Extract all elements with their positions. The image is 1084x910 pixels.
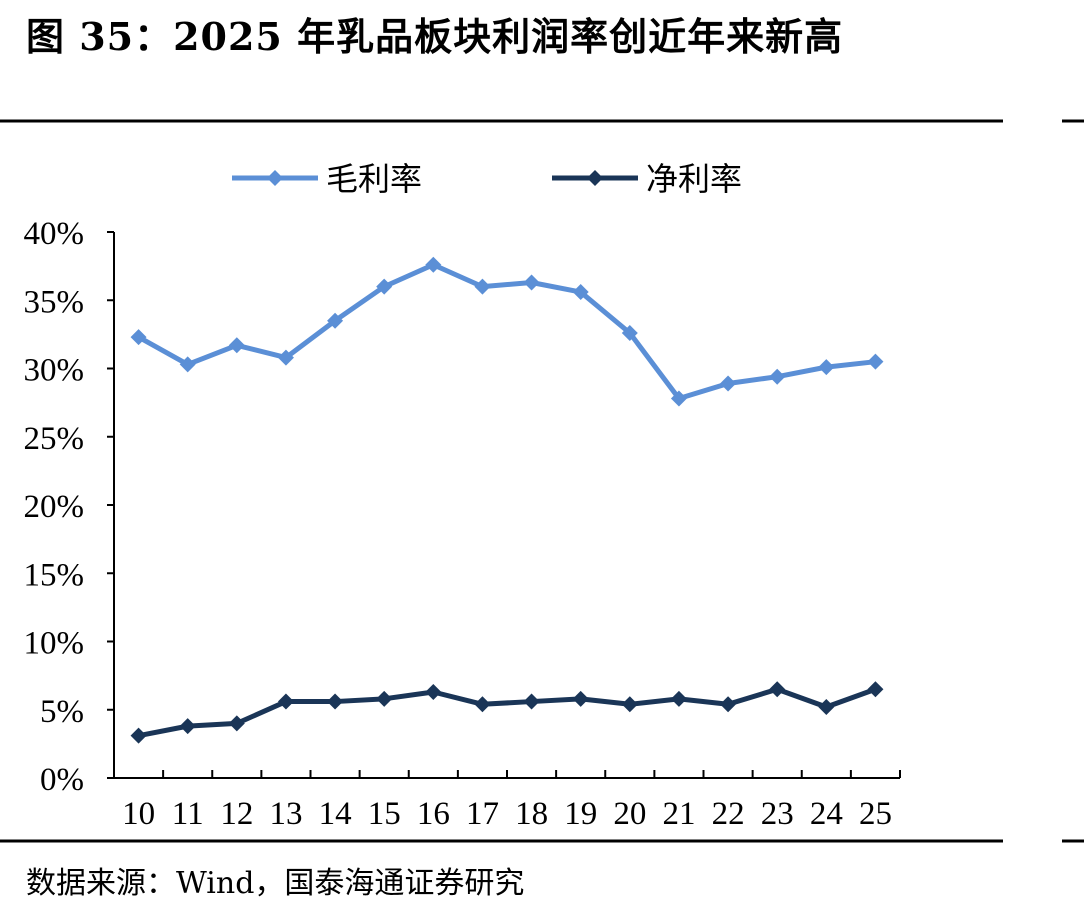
data-point <box>376 278 393 295</box>
x-tick-label: 16 <box>417 796 450 832</box>
series-line <box>138 686 877 739</box>
data-point <box>179 718 196 735</box>
y-tick-label: 15% <box>24 557 85 593</box>
x-tick-label: 22 <box>712 796 745 832</box>
x-tick-label: 14 <box>319 796 352 832</box>
data-point <box>277 349 294 366</box>
figure-source: 数据来源：Wind，国泰海通证券研究 <box>26 866 525 901</box>
y-tick-label: 40% <box>24 216 85 252</box>
legend-label-gross-margin: 毛利率 <box>326 160 422 198</box>
data-point <box>621 325 638 342</box>
x-tick-label: 12 <box>220 796 253 832</box>
data-point <box>867 681 884 698</box>
x-tick-label: 25 <box>859 796 892 832</box>
y-tick-label: 30% <box>24 353 85 389</box>
data-point <box>523 693 540 710</box>
y-tick-label: 10% <box>24 626 85 662</box>
x-tick-label: 11 <box>172 796 204 832</box>
data-point <box>523 274 540 291</box>
data-point <box>474 696 491 713</box>
x-tick-label: 21 <box>662 796 695 832</box>
x-tick-label: 23 <box>761 796 794 832</box>
data-point <box>572 690 589 707</box>
data-point <box>818 359 835 376</box>
series-layer <box>130 256 884 744</box>
x-tick-label: 10 <box>122 796 155 832</box>
x-tick-label: 20 <box>613 796 646 832</box>
data-point <box>818 699 835 716</box>
x-tick-label: 17 <box>466 796 499 832</box>
data-point <box>425 256 442 273</box>
x-tick-label: 18 <box>515 796 548 832</box>
data-point <box>228 715 245 732</box>
x-tick-label: 24 <box>810 796 843 832</box>
data-point <box>130 727 147 744</box>
data-point <box>228 337 245 354</box>
y-tick-label: 0% <box>40 762 84 798</box>
data-point <box>327 312 344 329</box>
data-point <box>474 278 491 295</box>
y-tick-label: 5% <box>40 694 84 730</box>
data-point <box>670 690 687 707</box>
y-tick-label: 20% <box>24 489 85 525</box>
data-point <box>327 693 344 710</box>
figure-title: 图 35：2025 年乳品板块利润率创近年来新高 <box>26 14 844 59</box>
data-point <box>769 681 786 698</box>
legend-label-net-margin: 净利率 <box>646 160 742 198</box>
legend-item-net-margin: 净利率 <box>552 160 742 198</box>
data-point <box>277 693 294 710</box>
legend-item-gross-margin: 毛利率 <box>232 160 422 198</box>
series-net-margin <box>130 681 884 744</box>
legend: 毛利率 净利率 <box>232 160 742 198</box>
data-point <box>572 284 589 301</box>
x-tick-label: 13 <box>269 796 302 832</box>
y-tick-label: 35% <box>24 284 85 320</box>
data-point <box>425 684 442 701</box>
data-point <box>720 375 737 392</box>
y-tick-label: 25% <box>24 421 85 457</box>
axes <box>113 232 900 779</box>
data-point <box>179 356 196 373</box>
data-point <box>130 329 147 346</box>
x-axis-ticks: 10 11 12 13 14 15 16 17 18 19 20 21 22 23 24 25 <box>113 770 901 832</box>
data-point <box>720 696 737 713</box>
data-point <box>670 390 687 407</box>
data-point <box>621 696 638 713</box>
data-point <box>376 690 393 707</box>
series-gross-margin <box>130 256 884 407</box>
x-tick-label: 15 <box>368 796 401 832</box>
data-point <box>769 368 786 385</box>
y-axis-ticks: 0% 5% 10% 15% 20% 25% 30% 35% 40% <box>24 216 114 798</box>
series-line <box>137 262 876 402</box>
x-tick-label: 19 <box>564 796 597 832</box>
data-point <box>867 353 884 370</box>
